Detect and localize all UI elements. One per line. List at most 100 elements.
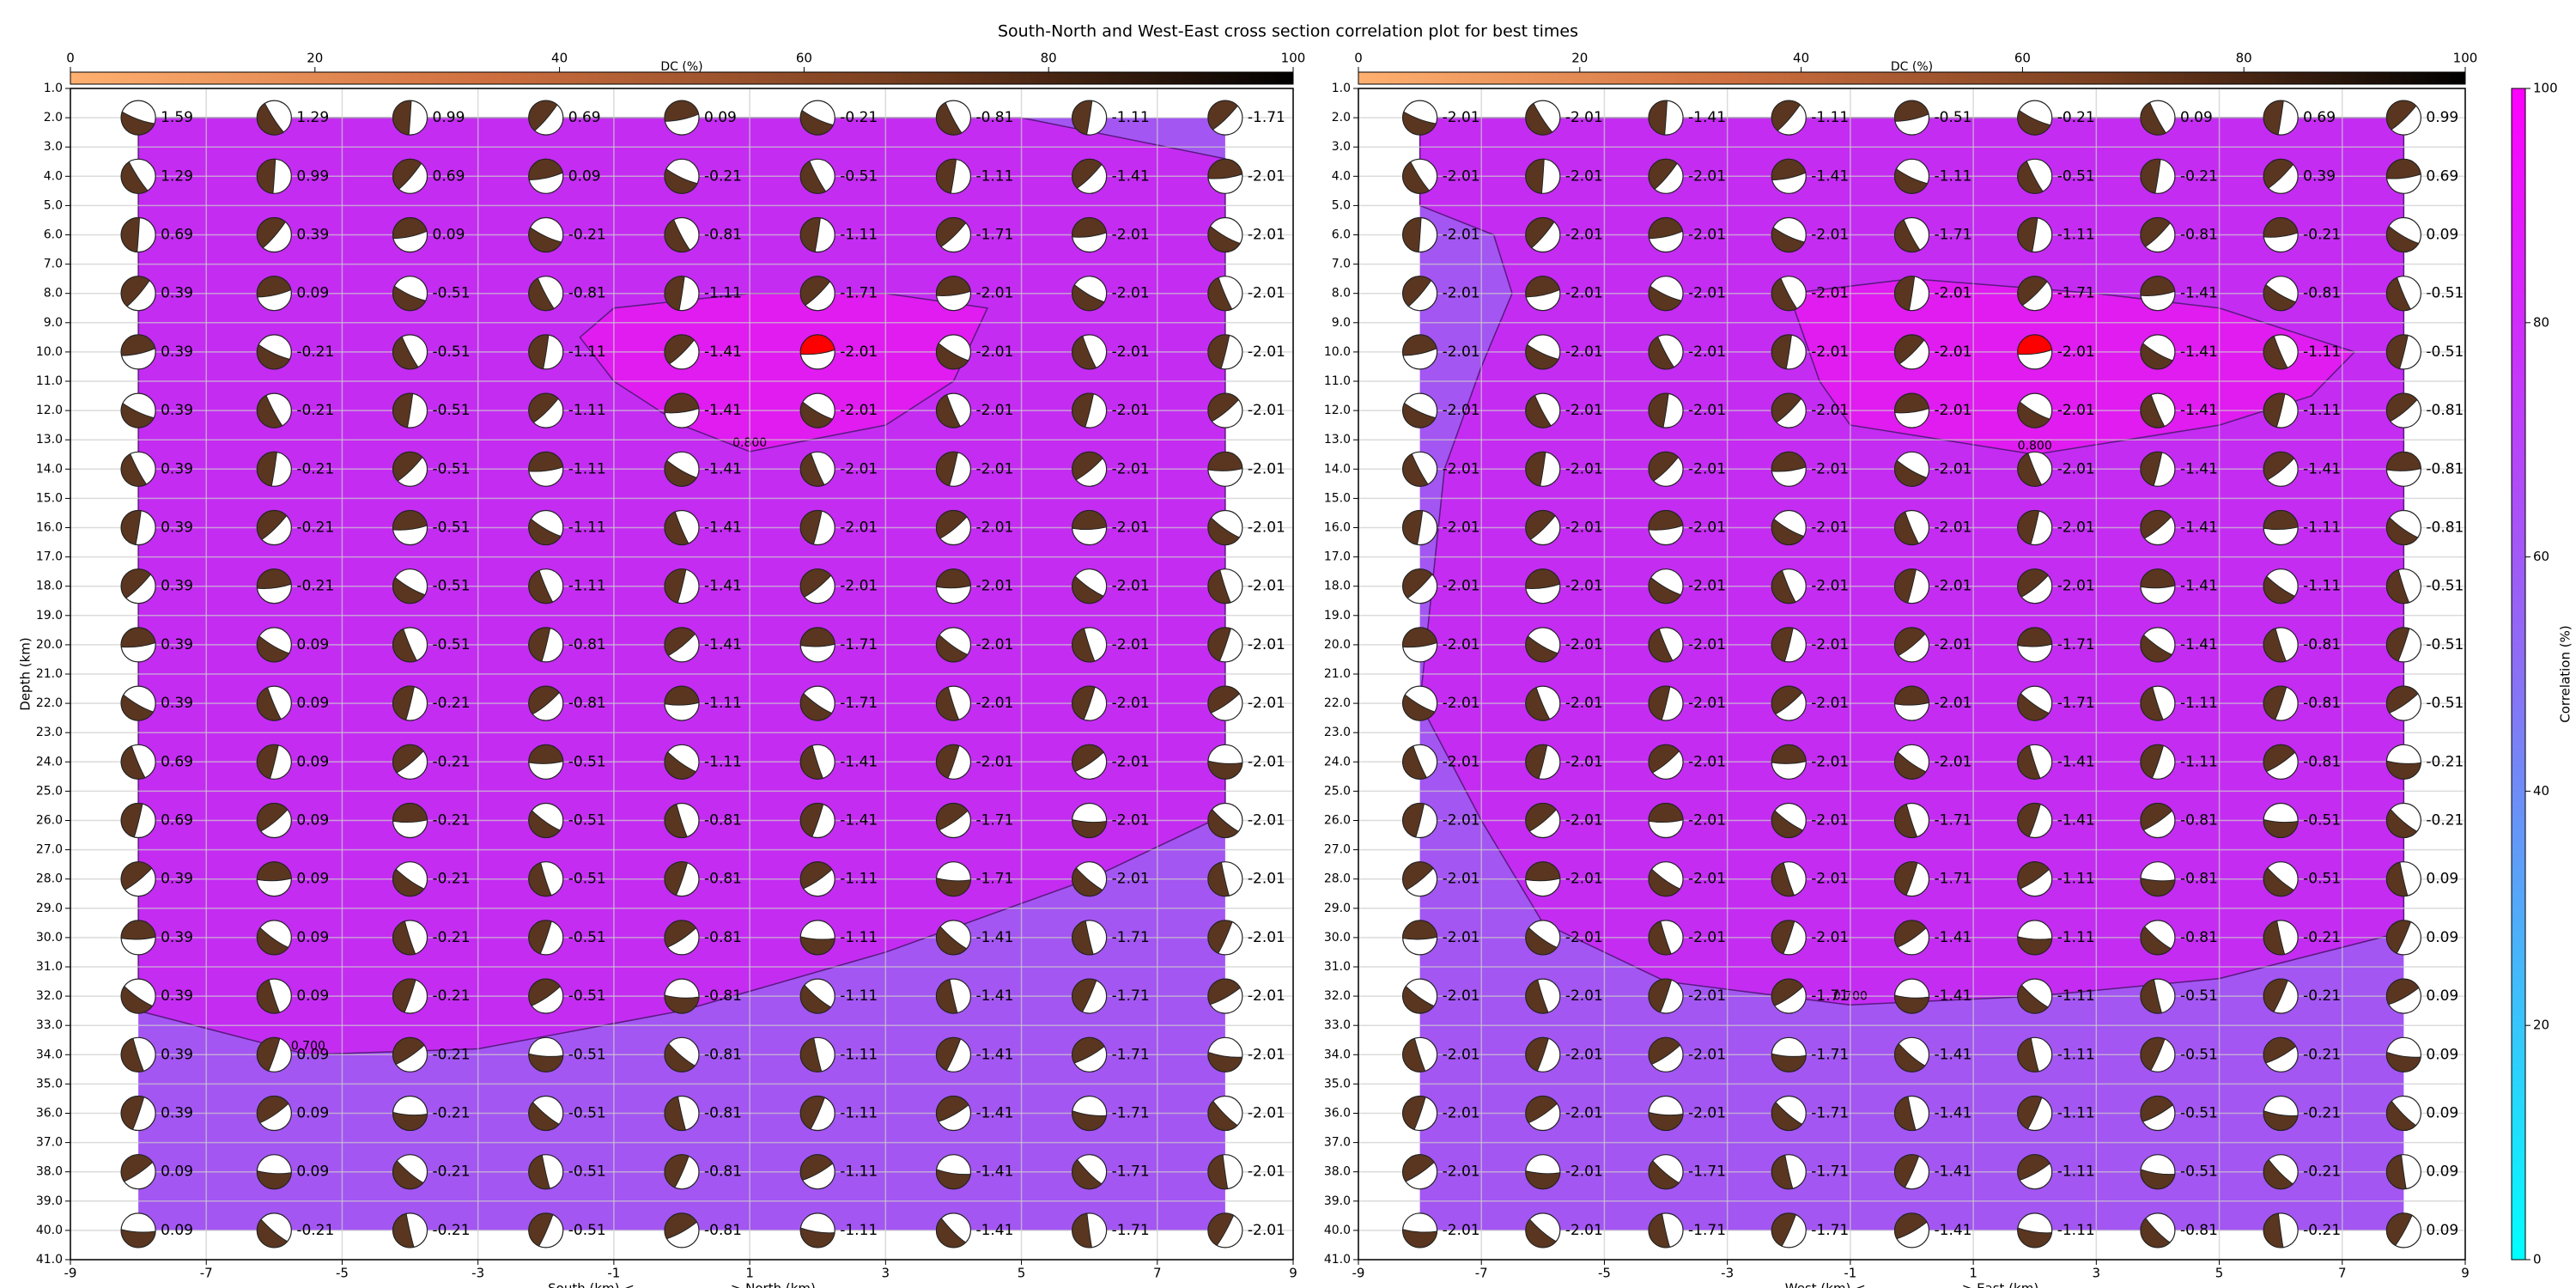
time-label: -1.41	[975, 1222, 1013, 1239]
beachball-quadrant	[799, 803, 824, 838]
time-label: -0.51	[2180, 1105, 2218, 1122]
beachball	[256, 568, 292, 605]
beachball	[1072, 744, 1108, 780]
colorbar-tick-label: 0	[66, 51, 75, 66]
beachball	[2017, 509, 2053, 546]
time-label: -1.11	[568, 519, 606, 537]
x-tick-label: -7	[200, 1266, 213, 1281]
beachball	[1402, 978, 1438, 1014]
beachball-quadrant	[1648, 510, 1684, 531]
time-label: -2.01	[1811, 227, 1849, 244]
time-label: -2.01	[1811, 519, 1849, 537]
beachball-quadrant	[936, 686, 960, 721]
time-label: -1.71	[1935, 871, 1972, 888]
time-label: 0.09	[296, 929, 329, 946]
beachball	[392, 451, 428, 487]
beachball	[1893, 1095, 1930, 1132]
y-tick-label: 17.0	[1324, 550, 1351, 564]
beachball-quadrant	[1207, 808, 1239, 838]
time-label: -0.81	[2426, 402, 2464, 419]
time-label: -1.11	[975, 167, 1013, 185]
beachball-quadrant	[1648, 628, 1674, 663]
beachball	[256, 1095, 292, 1132]
beachball	[1207, 1095, 1243, 1132]
time-label: -1.41	[704, 460, 742, 477]
time-label: -0.51	[433, 402, 471, 419]
beachball-quadrant	[2263, 392, 2286, 428]
beachball-quadrant	[1072, 628, 1096, 663]
beachball-quadrant	[1525, 394, 1552, 428]
beachball	[935, 920, 972, 956]
time-label: -2.01	[1565, 695, 1603, 712]
time-label: -1.41	[1935, 1163, 1972, 1181]
beachball-quadrant	[1072, 575, 1104, 605]
beachball-quadrant	[1525, 1096, 1558, 1124]
beachball	[935, 861, 972, 897]
beachball-quadrant	[936, 158, 957, 194]
beachball	[256, 1036, 292, 1072]
time-label: -2.01	[1688, 753, 1726, 770]
beachball	[1402, 509, 1438, 546]
beachball-quadrant	[1402, 453, 1429, 487]
time-label: -2.01	[1443, 578, 1480, 595]
beachball-quadrant	[935, 926, 968, 956]
beachball-quadrant	[1648, 217, 1684, 240]
time-label: -0.81	[568, 695, 606, 712]
beachball-quadrant	[256, 744, 279, 780]
time-label: -1.11	[840, 871, 878, 888]
beachball	[1072, 627, 1108, 663]
y-tick-label: 35.0	[1324, 1077, 1351, 1091]
beachball	[1525, 1095, 1561, 1132]
beachball	[1072, 861, 1108, 897]
beachball-quadrant	[1894, 100, 1929, 122]
beachball-quadrant	[2385, 276, 2411, 312]
time-label: -1.41	[1935, 1046, 1972, 1063]
beachball-quadrant	[2140, 158, 2161, 194]
beachball	[664, 685, 700, 721]
beachball-quadrant	[256, 1218, 289, 1249]
beachball	[2385, 920, 2421, 956]
y-tick-label: 31.0	[36, 960, 63, 974]
beachball-quadrant	[799, 1037, 823, 1072]
beachball	[1207, 334, 1243, 370]
time-label: -0.21	[2426, 753, 2464, 770]
beachball	[2385, 392, 2421, 428]
time-label: 0.09	[296, 753, 329, 770]
beachball	[392, 216, 428, 253]
beachball	[1771, 334, 1807, 370]
x-axis-label: West (km) <- - - - - - - - - - - > East …	[1785, 1281, 2038, 1288]
time-label: -0.51	[433, 636, 471, 653]
beachball-quadrant	[2263, 1212, 2284, 1249]
beachball	[1771, 1036, 1807, 1072]
y-tick-label: 13.0	[36, 433, 63, 447]
beachball	[1893, 1212, 1930, 1249]
beachball-quadrant	[1402, 920, 1438, 940]
beachball-quadrant	[2385, 159, 2421, 179]
beachball	[2263, 216, 2299, 253]
time-label: -1.11	[568, 460, 606, 477]
beachball	[664, 216, 700, 253]
y-tick-label: 28.0	[1324, 872, 1351, 886]
time-label: -2.01	[1443, 753, 1480, 770]
beachball-quadrant	[1648, 100, 1668, 136]
beachball	[2385, 568, 2421, 605]
beachball	[2140, 978, 2176, 1014]
time-label: -1.41	[704, 578, 742, 595]
beachball	[2385, 276, 2421, 312]
beachball-quadrant	[120, 861, 153, 890]
beachball	[2385, 216, 2421, 253]
beachball-quadrant	[1525, 451, 1546, 487]
beachball	[1525, 392, 1561, 428]
beachball	[799, 334, 835, 370]
beachball	[2017, 568, 2053, 605]
time-label: -2.01	[1565, 871, 1603, 888]
beachball	[528, 1036, 564, 1072]
time-label: -2.01	[840, 402, 878, 419]
beachball-quadrant	[1525, 343, 1559, 370]
beachball	[1072, 568, 1108, 605]
time-label: -2.01	[1811, 402, 1849, 419]
beachball-quadrant	[1207, 1154, 1229, 1190]
beachball-quadrant	[1207, 334, 1230, 369]
beachball-quadrant	[1771, 862, 1795, 897]
beachball	[799, 100, 835, 136]
